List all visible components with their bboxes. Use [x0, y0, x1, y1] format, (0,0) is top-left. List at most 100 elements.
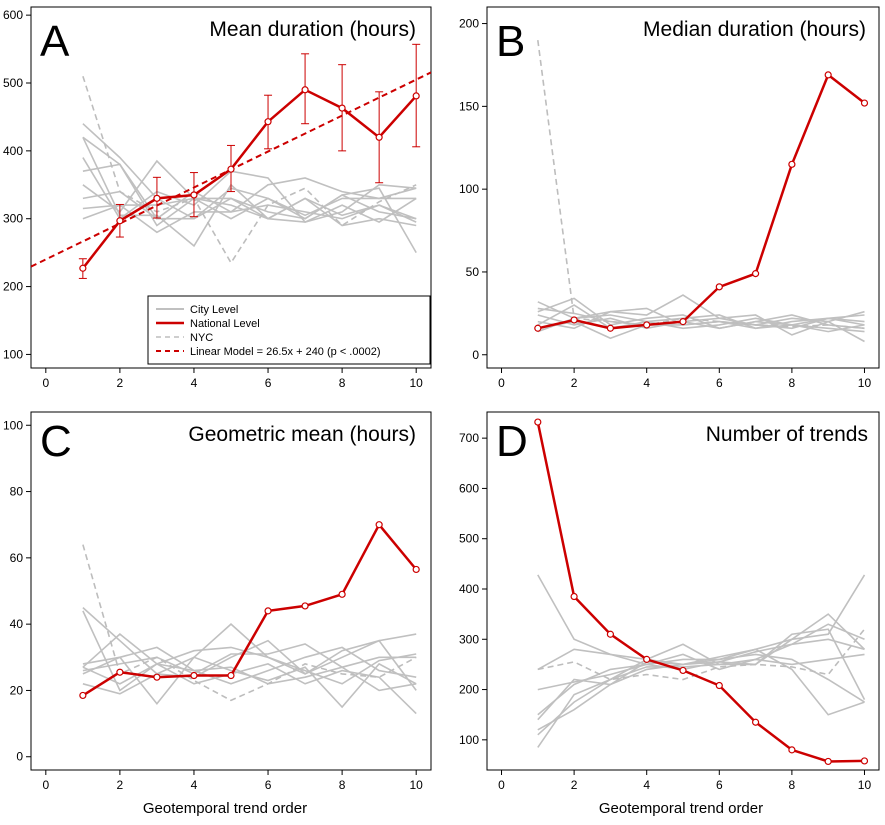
- x-tick-label: 2: [571, 376, 578, 390]
- y-tick-label: 100: [3, 418, 23, 432]
- plot-frame: [30, 411, 432, 771]
- y-tick-label: 100: [459, 733, 479, 747]
- national-point: [227, 671, 235, 680]
- city-series-line: [537, 314, 865, 343]
- plot-frame: [486, 411, 880, 771]
- national-series-line: [81, 88, 418, 270]
- national-point: [412, 565, 420, 574]
- national-point: [860, 757, 869, 765]
- y-tick-label: 80: [10, 485, 24, 499]
- y-tick-label: 300: [3, 212, 23, 226]
- national-point: [824, 71, 832, 79]
- city-series-line: [82, 123, 417, 220]
- x-tick-label: 2: [117, 376, 124, 390]
- x-tick-label: 8: [339, 778, 346, 792]
- y-tick-label: 100: [459, 182, 479, 196]
- national-point: [679, 666, 687, 675]
- national-point: [264, 607, 272, 615]
- national-point: [153, 194, 161, 202]
- x-tick-label: 0: [42, 376, 49, 390]
- y-tick-label: 500: [459, 532, 479, 546]
- national-point: [190, 671, 198, 680]
- panel-letter: D: [496, 417, 528, 466]
- panel-letter: C: [40, 417, 72, 466]
- y-tick-label: 0: [472, 348, 479, 362]
- y-tick-label: 600: [459, 481, 479, 495]
- x-tick-label: 4: [643, 376, 650, 390]
- national-series-line: [537, 72, 866, 330]
- national-point: [643, 655, 651, 663]
- city-series-line: [537, 623, 865, 721]
- national-point: [534, 324, 542, 332]
- x-tick-label: 10: [858, 376, 872, 390]
- x-tick-label: 8: [789, 778, 796, 792]
- city-series-line: [82, 136, 417, 248]
- panel-title: Median duration (hours): [643, 18, 866, 41]
- panel-d: 0 2 4 6 8 10 100 200 300 400 500 600 700 D Number of …: [459, 411, 880, 817]
- national-point: [116, 217, 124, 225]
- national-point: [264, 118, 272, 126]
- plot-area: [534, 39, 869, 343]
- nyc-series-line: [82, 544, 417, 702]
- y-tick-label: 400: [3, 144, 23, 158]
- legend-label-city: City Level: [190, 304, 238, 316]
- city-series-line: [82, 136, 417, 227]
- nyc-series-line: [537, 39, 865, 330]
- panel-title: Mean duration (hours): [209, 18, 416, 41]
- national-point: [715, 283, 723, 291]
- national-point: [338, 104, 346, 112]
- x-tick-label: 8: [789, 376, 796, 390]
- legend-label-lm: Linear Model = 26.5x + 240 (p < .0002): [190, 346, 381, 358]
- national-point: [606, 630, 615, 638]
- national-point: [860, 99, 869, 107]
- national-point: [301, 86, 309, 94]
- y-tick-label: 50: [466, 265, 480, 279]
- x-tick-label: 2: [571, 778, 578, 792]
- legend-box: [147, 295, 431, 365]
- x-tick-label: 4: [191, 778, 198, 792]
- y-tick-label: 300: [459, 632, 479, 646]
- city-series-line: [537, 653, 865, 731]
- panel-title: Number of trends: [706, 423, 868, 446]
- national-point: [715, 681, 723, 690]
- plot-area: [79, 521, 420, 715]
- city-series-line: [537, 653, 865, 736]
- x-tick-label: 4: [191, 376, 198, 390]
- national-point: [338, 590, 346, 598]
- nyc-series-line: [537, 628, 866, 681]
- city-series-line: [537, 574, 866, 666]
- national-point: [153, 673, 161, 681]
- city-series-line: [537, 314, 865, 333]
- panel-letter: B: [496, 17, 525, 66]
- national-point: [788, 160, 796, 168]
- nyc-series-line: [82, 75, 417, 265]
- national-point: [79, 691, 87, 700]
- national-point: [570, 316, 578, 324]
- x-tick-label: 0: [498, 778, 505, 792]
- x-tick-label: 6: [265, 376, 272, 390]
- legend-label-national: National Level: [190, 318, 260, 330]
- national-point: [227, 165, 235, 173]
- national-point: [643, 321, 651, 329]
- panel-a: 0 2 4 6 8 10 100 200 300 400 500 600 A Mean duration…: [3, 6, 432, 390]
- panel-title: Geometric mean (hours): [188, 423, 416, 446]
- national-point: [679, 318, 687, 326]
- city-series-line: [82, 639, 417, 695]
- y-tick-label: 40: [10, 617, 24, 631]
- x-tick-label: 0: [498, 376, 505, 390]
- city-series-line: [82, 190, 417, 220]
- y-tick-label: 200: [459, 17, 479, 31]
- city-series-line: [82, 610, 417, 715]
- national-point: [751, 270, 760, 278]
- panel-letter: A: [40, 17, 70, 66]
- national-point: [79, 264, 87, 272]
- y-tick-label: 0: [16, 750, 23, 764]
- x-tick-label: 10: [410, 376, 424, 390]
- x-tick-label: 4: [643, 778, 650, 792]
- national-series-line: [536, 421, 865, 763]
- y-tick-label: 100: [3, 347, 23, 361]
- plot-area: [31, 43, 431, 279]
